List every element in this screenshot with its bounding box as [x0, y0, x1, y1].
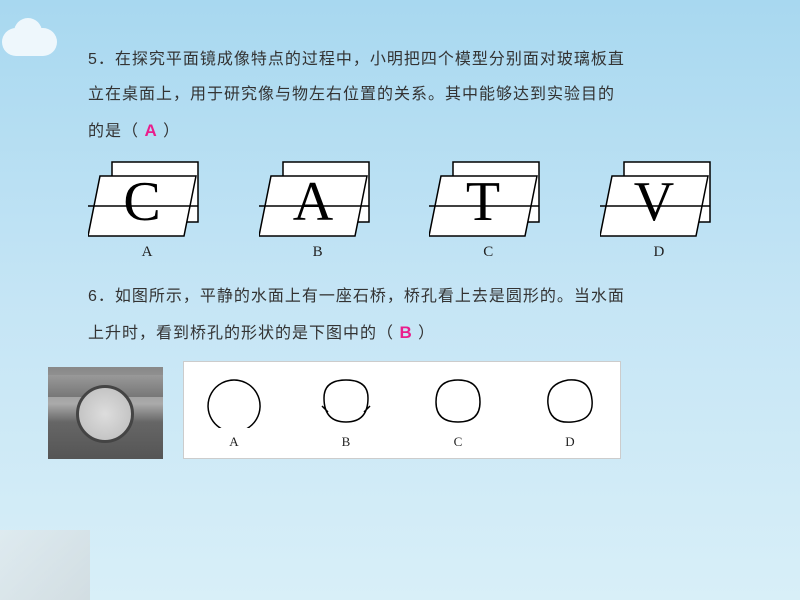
svg-text:A: A [292, 171, 333, 233]
parallelogram-V: V [600, 158, 718, 240]
q5-option-B: AB [259, 158, 377, 261]
q6-option-C: C [426, 374, 490, 450]
bridge-arch [76, 385, 134, 443]
bridge-photo [48, 367, 163, 459]
circle-shape-C [426, 374, 490, 428]
q6-figures: A B C D [88, 361, 738, 459]
q5-option-D: VD [600, 158, 718, 261]
q5-pre: 的是（ [88, 123, 144, 140]
q5-line2: 立在桌面上，用于研究像与物左右位置的关系。其中能够达到实验目的 [88, 77, 738, 112]
q6-option-A: A [202, 374, 266, 450]
cloud-decoration [2, 28, 57, 56]
q5-option-C: TC [429, 158, 547, 261]
parallelogram-C: C [88, 158, 206, 240]
circle-label: A [229, 434, 238, 450]
option-label: D [654, 244, 665, 261]
q5-options: CAABTCVD [88, 158, 718, 261]
option-label: B [313, 244, 323, 261]
q6-post: ） [413, 325, 435, 342]
q6-pre: 上升时，看到桥孔的形状的是下图中的（ [88, 325, 399, 342]
option-label: C [483, 244, 493, 261]
q6-option-B: B [314, 374, 378, 450]
option-label: A [142, 244, 153, 261]
q5-answer: A [144, 121, 157, 140]
svg-text:T: T [466, 171, 500, 233]
circle-label: C [454, 434, 463, 450]
circle-shape-A [202, 374, 266, 428]
content-area: 5．在探究平面镜成像特点的过程中，小明把四个模型分别面对玻璃板直 立在桌面上，用… [88, 42, 738, 459]
q5-option-A: CA [88, 158, 206, 261]
q6-line1: 6．如图所示，平静的水面上有一座石桥，桥孔看上去是圆形的。当水面 [88, 279, 738, 314]
corner-decoration [0, 530, 90, 600]
parallelogram-T: T [429, 158, 547, 240]
q6-options: A B C D [183, 361, 621, 459]
svg-text:V: V [634, 171, 674, 233]
circle-shape-D [538, 374, 602, 428]
circle-shape-B [314, 374, 378, 428]
q5-line1: 5．在探究平面镜成像特点的过程中，小明把四个模型分别面对玻璃板直 [88, 42, 738, 77]
q5-post: ） [158, 123, 180, 140]
parallelogram-A: A [259, 158, 377, 240]
svg-text:C: C [123, 171, 160, 233]
q6-line2: 上升时，看到桥孔的形状的是下图中的（ B ） [88, 314, 738, 351]
q6-answer: B [399, 323, 412, 342]
question-6: 6．如图所示，平静的水面上有一座石桥，桥孔看上去是圆形的。当水面 上升时，看到桥… [88, 279, 738, 352]
circle-label: D [565, 434, 574, 450]
q6-option-D: D [538, 374, 602, 450]
question-5: 5．在探究平面镜成像特点的过程中，小明把四个模型分别面对玻璃板直 立在桌面上，用… [88, 42, 738, 150]
circle-label: B [342, 434, 351, 450]
q5-line3: 的是（ A ） [88, 112, 738, 149]
